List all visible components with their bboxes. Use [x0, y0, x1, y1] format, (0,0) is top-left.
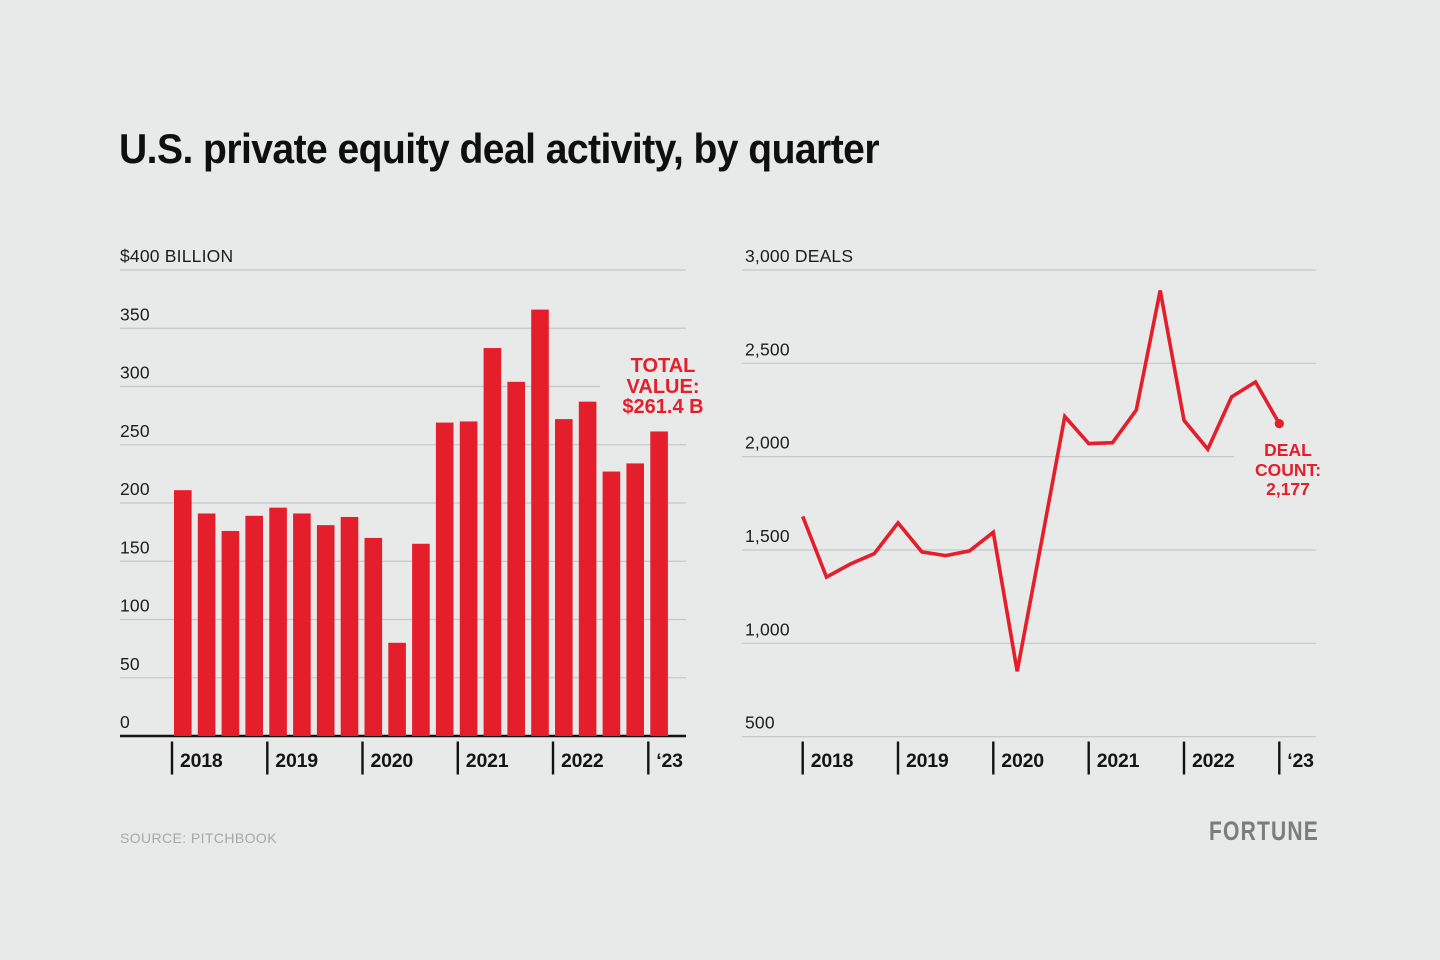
y-axis-label: 200	[120, 479, 150, 499]
x-axis-year-label: 2018	[811, 750, 854, 772]
value-bar	[483, 348, 502, 736]
x-axis-year-label: 2021	[1097, 750, 1140, 772]
y-axis-label: 1,500	[745, 526, 790, 546]
value-bar	[221, 530, 240, 736]
y-axis-label: 1,000	[745, 619, 790, 639]
y-axis-label: 250	[120, 421, 150, 441]
annotation-line: $261.4 B	[622, 396, 704, 418]
x-axis-year-label: 2018	[180, 750, 223, 772]
x-axis-year-label: 2019	[275, 750, 318, 772]
x-axis-year-label: 2019	[906, 750, 949, 772]
y-axis-label: 2,000	[745, 433, 790, 453]
deal-count-line	[801, 290, 1281, 672]
line-end-dot	[1274, 419, 1284, 429]
x-axis-year-label: 2020	[1001, 750, 1044, 772]
page-title: U.S. private equity deal activity, by qu…	[119, 125, 880, 172]
value-bar	[412, 543, 430, 736]
annotation-line: 2,177	[1266, 479, 1310, 499]
annotation-line: DEAL	[1264, 440, 1312, 460]
y-axis-label: 300	[120, 363, 150, 383]
deal-value-bar-chart: $400 BILLION 350 300 250 200 150 100 50 0 2018 201…	[120, 246, 686, 775]
x-axis-year-label: 2022	[1192, 750, 1235, 772]
quarterly-value-bars	[174, 309, 668, 736]
value-bar	[435, 422, 454, 736]
annotation-line: VALUE:	[626, 375, 700, 398]
value-bar	[293, 513, 311, 736]
y-axis-label: 50	[120, 654, 140, 674]
y-axis-label: 500	[745, 713, 775, 733]
y-axis-label: 0	[120, 712, 130, 732]
y-axis-label: 3,000 DEALS	[745, 246, 853, 266]
x-axis-year-label: ‘23	[1287, 750, 1314, 772]
y-axis-label: 100	[120, 596, 150, 616]
annotation-line: COUNT:	[1254, 459, 1322, 480]
value-bar	[602, 471, 621, 736]
deal-count-line-chart: 3,000 DEALS 2,500 2,000 1,500 1,000 500 2018 20…	[742, 246, 1316, 775]
value-bar	[555, 419, 573, 736]
y-axis-label: 150	[120, 537, 150, 557]
annotation-line: TOTAL	[630, 355, 696, 377]
value-bar	[364, 537, 383, 736]
value-bar	[269, 507, 287, 736]
value-bar	[578, 401, 597, 736]
value-bar	[626, 463, 644, 736]
value-bar	[316, 525, 335, 736]
value-bar	[507, 381, 525, 736]
y-axis-label: $400 BILLION	[120, 246, 233, 266]
fortune-logo: FORTUNE	[1209, 816, 1319, 846]
y-axis-label: 350	[120, 304, 150, 324]
value-bar	[459, 421, 478, 736]
value-bar	[340, 516, 359, 736]
source-credit: SOURCE: PITCHBOOK	[120, 830, 277, 846]
x-axis-year-label: 2022	[561, 750, 604, 772]
value-bar	[531, 309, 549, 736]
deal-count-annotation: DEAL COUNT: 2,177	[1234, 439, 1342, 502]
total-value-annotation: TOTAL VALUE: $261.4 B	[600, 354, 726, 420]
y-axis-label: 2,500	[745, 339, 790, 359]
value-bar	[174, 490, 192, 736]
value-bar	[245, 515, 263, 736]
x-axis-year-label: 2021	[466, 750, 509, 772]
x-axis-year-label: ‘23	[656, 750, 683, 772]
value-bar	[388, 642, 406, 736]
value-bar	[650, 431, 668, 736]
x-axis-year-label: 2020	[371, 750, 414, 772]
value-bar	[197, 513, 216, 736]
